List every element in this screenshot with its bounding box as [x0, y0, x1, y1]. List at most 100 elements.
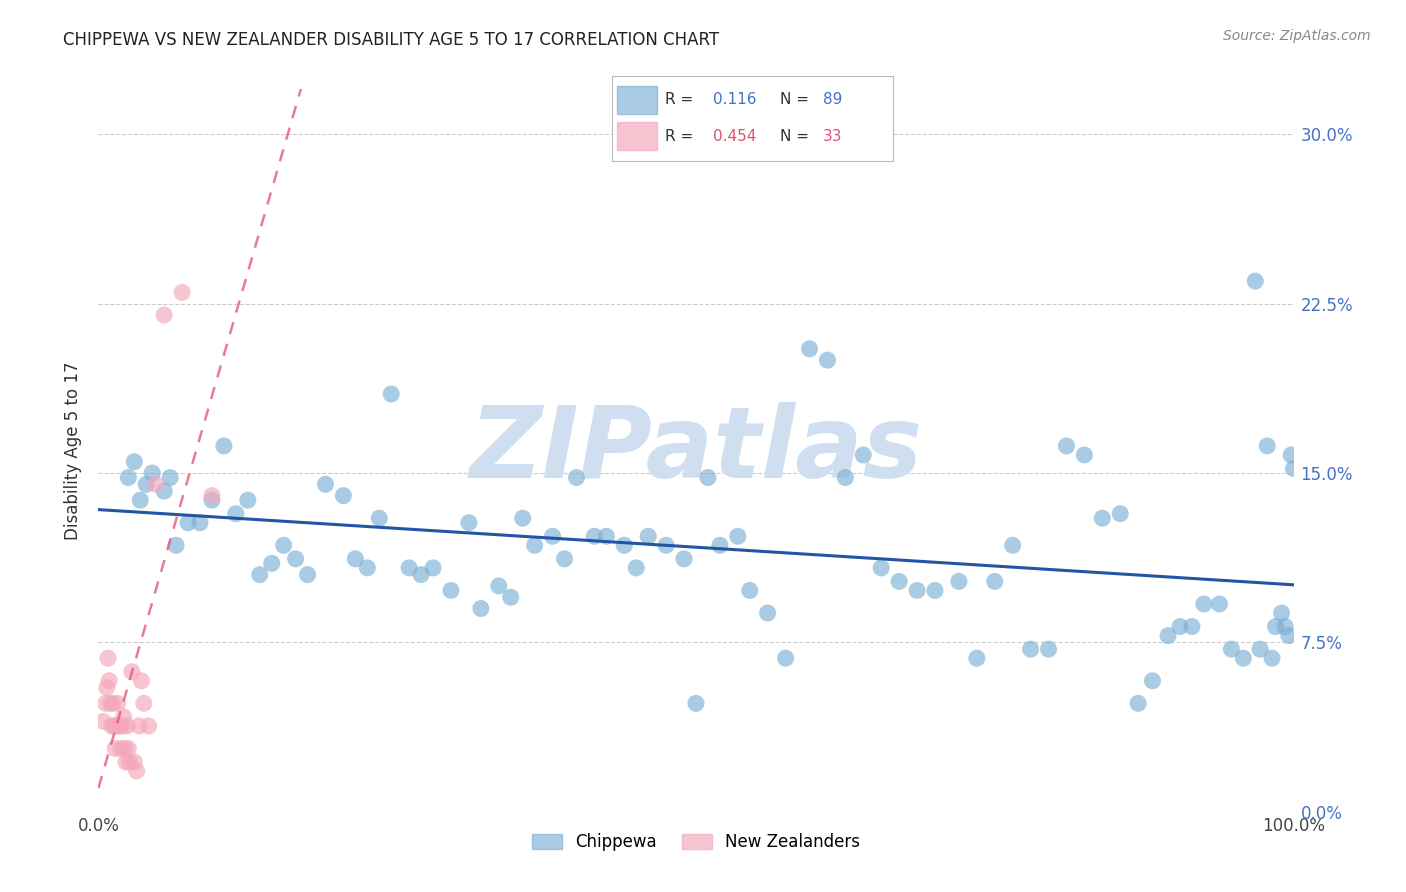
- Point: [799, 342, 821, 356]
- Point: [117, 741, 139, 756]
- Point: [315, 477, 337, 491]
- Point: [889, 574, 911, 589]
- Point: [96, 681, 118, 695]
- Point: [1264, 619, 1286, 633]
- Point: [1244, 274, 1267, 288]
- Text: 0.454: 0.454: [713, 129, 756, 144]
- Point: [118, 755, 141, 769]
- Point: [655, 538, 678, 552]
- Point: [105, 719, 128, 733]
- Point: [97, 651, 120, 665]
- Point: [583, 529, 606, 543]
- Point: [1181, 619, 1204, 633]
- Point: [129, 493, 152, 508]
- Text: R =: R =: [665, 129, 699, 144]
- Point: [249, 567, 271, 582]
- Point: [201, 489, 224, 503]
- Point: [107, 696, 129, 710]
- Point: [1232, 651, 1254, 665]
- Point: [153, 484, 176, 499]
- Point: [1220, 642, 1243, 657]
- Point: [1168, 619, 1191, 633]
- Point: [114, 741, 136, 756]
- Point: [440, 583, 463, 598]
- Point: [111, 719, 134, 733]
- Point: [112, 710, 135, 724]
- Point: [236, 493, 259, 508]
- Point: [98, 673, 121, 688]
- Point: [115, 719, 138, 733]
- Point: [141, 466, 163, 480]
- Text: 33: 33: [823, 129, 842, 144]
- Point: [1249, 642, 1271, 657]
- Point: [94, 696, 117, 710]
- Legend: Chippewa, New Zealanders: Chippewa, New Zealanders: [526, 826, 866, 857]
- Text: CHIPPEWA VS NEW ZEALANDER DISABILITY AGE 5 TO 17 CORRELATION CHART: CHIPPEWA VS NEW ZEALANDER DISABILITY AGE…: [63, 31, 720, 49]
- Point: [110, 741, 132, 756]
- Text: R =: R =: [665, 93, 699, 107]
- Point: [1157, 629, 1180, 643]
- Point: [1128, 696, 1150, 710]
- Point: [356, 561, 378, 575]
- Point: [1261, 651, 1284, 665]
- Point: [153, 308, 176, 322]
- Point: [98, 696, 122, 710]
- Point: [125, 764, 148, 778]
- Point: [344, 551, 367, 566]
- Bar: [617, 86, 657, 114]
- Point: [697, 470, 720, 484]
- Point: [108, 719, 131, 733]
- Point: [1038, 642, 1060, 657]
- Point: [685, 696, 707, 710]
- Point: [1208, 597, 1230, 611]
- Point: [260, 557, 283, 571]
- Point: [775, 651, 797, 665]
- Point: [470, 601, 492, 615]
- Point: [422, 561, 444, 575]
- Point: [523, 538, 546, 552]
- Point: [499, 591, 522, 605]
- Point: [188, 516, 211, 530]
- Point: [870, 561, 893, 575]
- Point: [124, 755, 146, 769]
- Point: [100, 719, 122, 733]
- Point: [165, 538, 187, 552]
- Point: [966, 651, 988, 665]
- Point: [1279, 448, 1302, 462]
- Point: [1091, 511, 1114, 525]
- Point: [1271, 606, 1294, 620]
- Point: [727, 529, 749, 543]
- Point: [411, 567, 433, 582]
- Point: [1192, 597, 1215, 611]
- Point: [924, 583, 946, 598]
- Text: N =: N =: [780, 129, 814, 144]
- Point: [131, 673, 153, 688]
- Point: [1274, 619, 1296, 633]
- Point: [297, 567, 319, 582]
- Point: [1019, 642, 1042, 657]
- Point: [637, 529, 659, 543]
- Point: [948, 574, 970, 589]
- Point: [172, 285, 194, 300]
- Point: [117, 470, 139, 484]
- Point: [541, 529, 564, 543]
- Point: [107, 719, 129, 733]
- Point: [225, 507, 247, 521]
- Point: [104, 741, 127, 756]
- Point: [1001, 538, 1024, 552]
- Point: [398, 561, 420, 575]
- Point: [368, 511, 391, 525]
- Point: [613, 538, 636, 552]
- Text: 0.116: 0.116: [713, 93, 756, 107]
- Point: [595, 529, 617, 543]
- Point: [273, 538, 295, 552]
- Point: [380, 387, 402, 401]
- Point: [177, 516, 200, 530]
- Point: [284, 551, 307, 566]
- Point: [834, 470, 856, 484]
- Point: [984, 574, 1007, 589]
- Point: [626, 561, 648, 575]
- Point: [332, 489, 354, 503]
- Text: ZIPatlas: ZIPatlas: [470, 402, 922, 499]
- Text: N =: N =: [780, 93, 814, 107]
